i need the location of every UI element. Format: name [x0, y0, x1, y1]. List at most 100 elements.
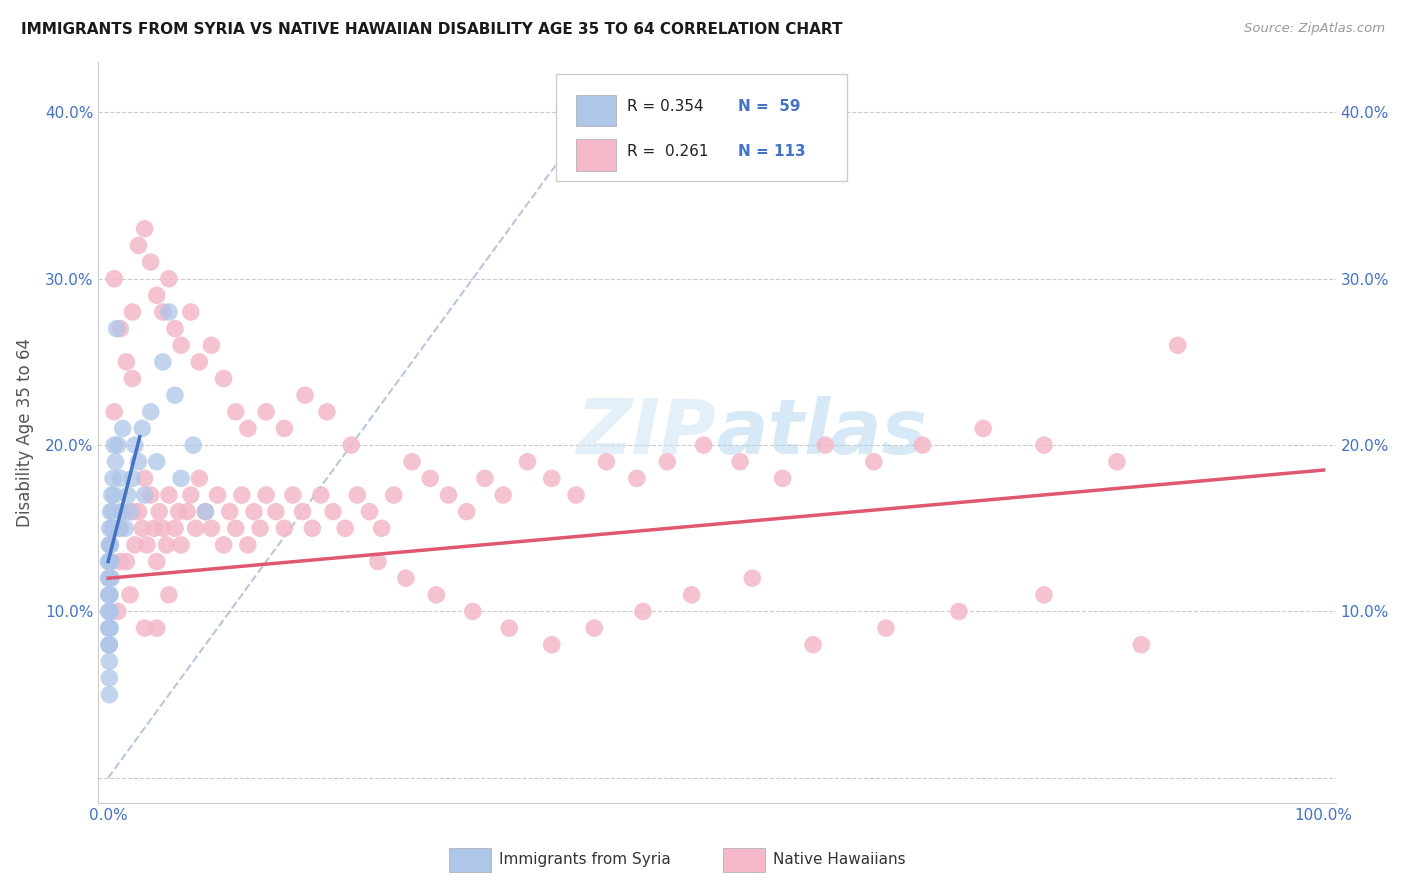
Point — [316, 405, 339, 419]
Point — [98, 638, 121, 652]
Point — [243, 505, 266, 519]
Text: Source: ZipAtlas.com: Source: ZipAtlas.com — [1244, 22, 1385, 36]
Point — [111, 421, 134, 435]
Point — [180, 488, 202, 502]
Point — [115, 555, 138, 569]
Point — [97, 605, 120, 619]
Point — [117, 488, 139, 502]
Point — [236, 538, 259, 552]
Point — [145, 455, 167, 469]
Point — [1033, 588, 1056, 602]
Point — [110, 505, 132, 519]
Point — [692, 438, 714, 452]
Point — [136, 538, 159, 552]
Point — [236, 421, 259, 435]
Point — [492, 488, 515, 502]
Point — [128, 455, 150, 469]
Point — [97, 588, 120, 602]
Point — [1105, 455, 1128, 469]
Point — [121, 471, 143, 485]
Point — [170, 538, 193, 552]
Point — [212, 371, 235, 385]
Point — [148, 505, 170, 519]
Point — [249, 521, 271, 535]
Point — [814, 438, 837, 452]
Point — [139, 405, 162, 419]
Point — [121, 371, 143, 385]
Point — [157, 271, 180, 285]
Point — [170, 338, 193, 352]
Point — [103, 271, 125, 285]
Point — [419, 471, 441, 485]
Point — [101, 471, 124, 485]
Point — [1033, 438, 1056, 452]
Point — [98, 588, 121, 602]
Point — [181, 438, 204, 452]
Point — [254, 405, 277, 419]
Point — [657, 455, 679, 469]
Point — [207, 488, 229, 502]
Point — [456, 505, 478, 519]
Point — [152, 521, 174, 535]
Point — [152, 355, 174, 369]
Point — [98, 521, 121, 535]
Point — [212, 538, 235, 552]
Point — [108, 521, 131, 535]
Point — [145, 621, 167, 635]
Point — [105, 321, 128, 335]
Text: R =  0.261: R = 0.261 — [627, 144, 709, 159]
Point — [163, 321, 186, 335]
Point — [225, 405, 247, 419]
Point — [139, 488, 162, 502]
Point — [98, 688, 121, 702]
Point — [948, 605, 970, 619]
Point — [225, 521, 247, 535]
FancyBboxPatch shape — [576, 95, 616, 126]
Point — [101, 521, 124, 535]
Point — [110, 555, 132, 569]
Point — [540, 471, 562, 485]
Point — [97, 571, 120, 585]
Point — [103, 405, 125, 419]
Point — [772, 471, 794, 485]
Text: Native Hawaiians: Native Hawaiians — [773, 853, 905, 867]
Point — [346, 488, 368, 502]
Point — [98, 621, 121, 635]
Point — [98, 538, 121, 552]
Point — [103, 488, 125, 502]
Point — [309, 488, 332, 502]
Point — [474, 471, 496, 485]
Point — [110, 321, 132, 335]
Point — [294, 388, 316, 402]
Point — [97, 555, 120, 569]
Point — [972, 421, 994, 435]
Point — [143, 521, 166, 535]
Point — [100, 505, 122, 519]
Point — [200, 521, 222, 535]
Point — [157, 488, 180, 502]
Point — [98, 555, 121, 569]
Point — [134, 222, 156, 236]
Point — [382, 488, 405, 502]
Text: N = 113: N = 113 — [738, 144, 806, 159]
Point — [281, 488, 304, 502]
Point — [540, 638, 562, 652]
Point — [115, 355, 138, 369]
Point — [1167, 338, 1189, 352]
Point — [273, 421, 295, 435]
Point — [367, 555, 389, 569]
Point — [128, 505, 150, 519]
Point — [152, 305, 174, 319]
Point — [124, 438, 146, 452]
Point — [194, 505, 217, 519]
Point — [395, 571, 418, 585]
Point — [101, 488, 124, 502]
Point — [134, 488, 156, 502]
Point — [101, 521, 124, 535]
Point — [107, 605, 129, 619]
Point — [167, 505, 190, 519]
Point — [98, 638, 121, 652]
Point — [103, 438, 125, 452]
Point — [111, 505, 134, 519]
FancyBboxPatch shape — [576, 139, 616, 170]
